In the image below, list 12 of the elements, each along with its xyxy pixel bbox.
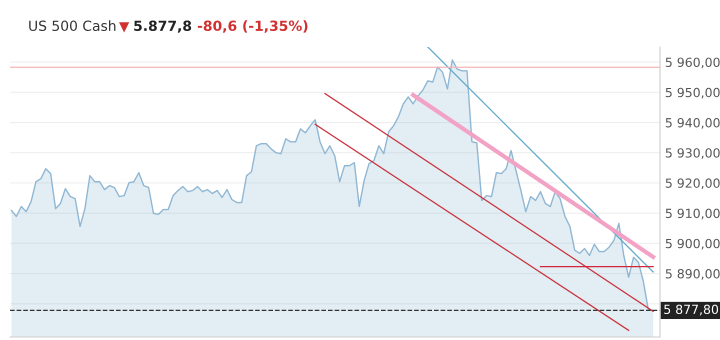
text: 5.877,8: [134, 20, 192, 33]
y-tick-label: 5 940,00: [666, 118, 720, 129]
y-tick-label: 5 890,00: [666, 269, 720, 280]
y-tick-label: 5 950,00: [666, 88, 720, 99]
y-tick-label: 5 900,00: [666, 238, 720, 250]
y-tick-label: 5 930,00: [666, 148, 720, 159]
y-tick-label: 5 960,00: [666, 58, 720, 68]
ref-line-label: 5 877,80: [664, 304, 718, 316]
text: -80,6 (-1,35%): [198, 20, 308, 33]
y-tick-label: 5 920,00: [666, 178, 720, 190]
chart-title: US 500 Cash: [29, 20, 116, 32]
y-tick-label: 5 910,00: [666, 208, 720, 220]
